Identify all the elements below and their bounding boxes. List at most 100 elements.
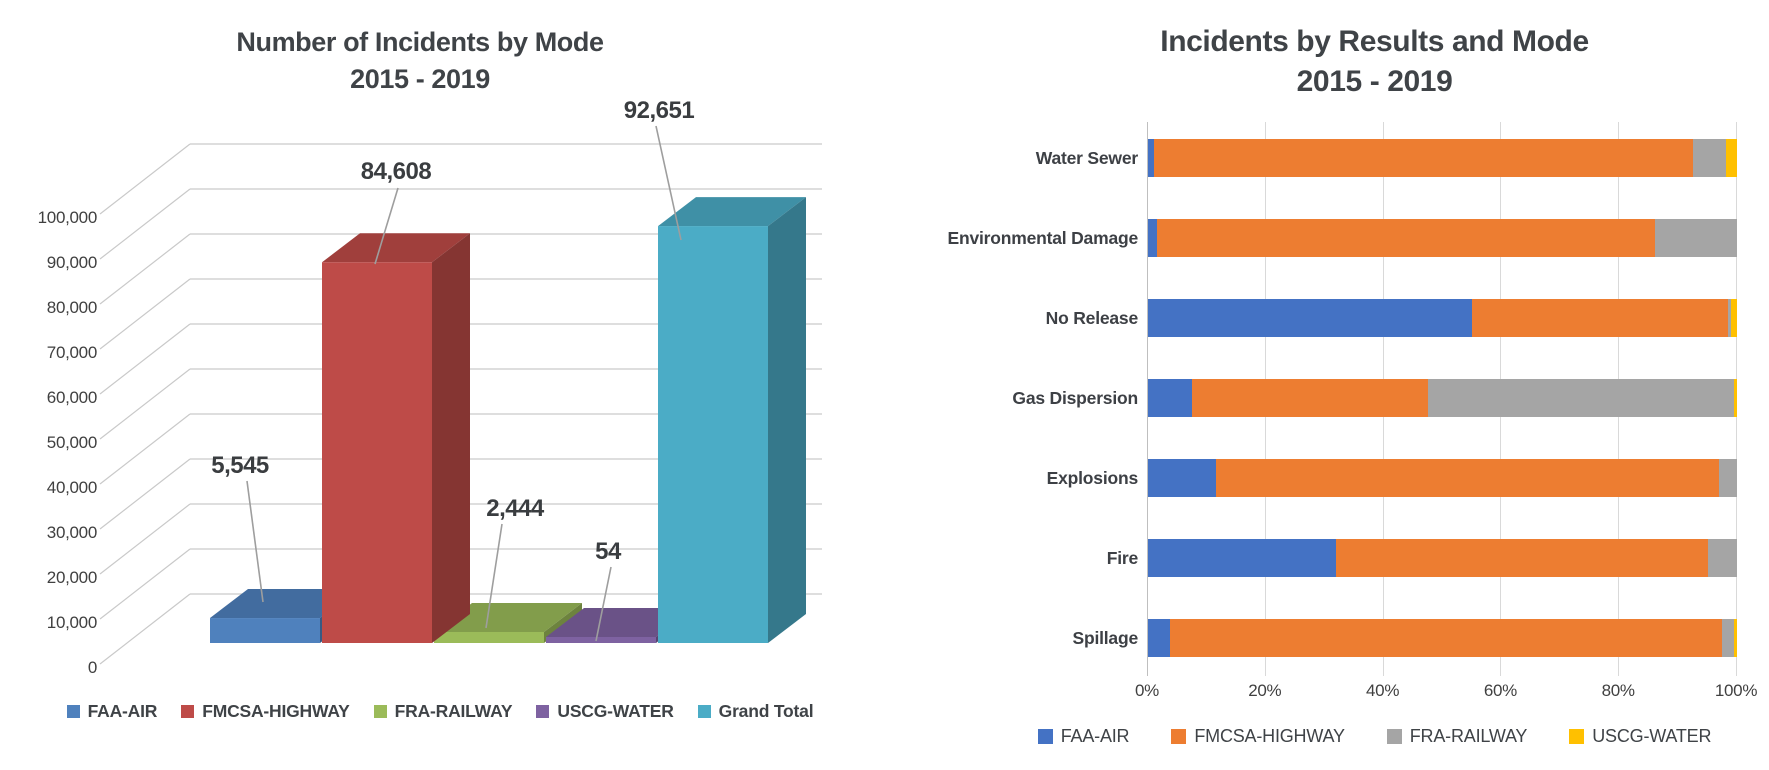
segment-fmcsa-highway	[1471, 299, 1729, 337]
category-label: Spillage	[1072, 628, 1138, 648]
legend-item-uscg-water: USCG-WATER	[536, 701, 674, 722]
legend-item-faa-air: FAA-AIR	[1037, 726, 1130, 747]
segment-fra-railway	[1719, 459, 1737, 497]
segment-fmcsa-highway	[1156, 219, 1655, 257]
bar-side-face	[768, 197, 806, 643]
segment-fmcsa-highway	[1192, 379, 1428, 417]
mode-3d-column-chart: 0 10,000 20,000 30,000 40,000 50,000 60,000 70,…	[38, 97, 822, 677]
bar-top-face	[210, 589, 358, 619]
y-tick-label: 60,000	[47, 388, 97, 407]
bar-row-spillage	[1148, 619, 1737, 657]
category-label: Gas Dispersion	[1012, 388, 1138, 408]
legend-label: FRA-RAILWAY	[1409, 726, 1528, 746]
data-label-leader-line	[374, 187, 399, 265]
segment-fra-railway	[1427, 379, 1735, 417]
legend-item-faa-air: FAA-AIR	[66, 701, 158, 722]
right-chart-title: Incidents by Results and Mode 2015 - 201…	[980, 22, 1769, 102]
bar-side-face	[432, 233, 470, 643]
segment-faa-air	[1148, 539, 1337, 577]
legend-label: USCG-WATER	[557, 701, 674, 721]
x-tick-label: 0%	[1135, 681, 1159, 700]
legend-swatch-faa-air	[1037, 729, 1053, 744]
bar-grand-total	[658, 197, 806, 643]
y-tick-label: 70,000	[47, 343, 97, 362]
data-label: 54	[595, 538, 622, 565]
segment-fra-railway	[1722, 619, 1735, 657]
right-chart-plot-area	[1147, 122, 1737, 676]
bar-front-face	[322, 262, 432, 643]
y-tick-label: 10,000	[47, 613, 97, 632]
segment-uscg-water	[1734, 619, 1737, 657]
data-label-leader-line	[655, 125, 682, 241]
bar-front-face	[434, 632, 544, 643]
gridline-diagonal	[99, 278, 191, 350]
x-tick-label: 40%	[1366, 681, 1400, 700]
left-chart-title-line1: Number of Incidents by Mode	[236, 27, 604, 57]
gridline-diagonal	[99, 593, 191, 665]
category-label: Fire	[1106, 548, 1138, 568]
data-label: 92,651	[624, 97, 695, 124]
gridline-diagonal	[99, 368, 191, 440]
bar-row-explosions	[1148, 459, 1737, 497]
segment-fra-railway	[1728, 299, 1732, 337]
legend-label: FAA-AIR	[1060, 726, 1130, 746]
gridline-diagonal	[99, 323, 191, 395]
segment-faa-air	[1148, 139, 1154, 177]
left-chart-title: Number of Incidents by Mode 2015 - 2019	[0, 24, 840, 98]
legend-item-fmcsa-highway: FMCSA-HIGHWAY	[181, 701, 350, 722]
y-tick-label: 100,000	[38, 208, 97, 227]
segment-faa-air	[1148, 459, 1216, 497]
bar-top-face	[658, 197, 806, 227]
segment-fmcsa-highway	[1215, 459, 1720, 497]
segment-faa-air	[1148, 619, 1170, 657]
y-tick-label: 20,000	[47, 568, 97, 587]
legend-label: FMCSA-HIGHWAY	[202, 701, 350, 721]
legend-swatch-fra-railway	[373, 705, 387, 718]
gridline-diagonal	[99, 233, 191, 305]
bar-row-no-release	[1148, 299, 1737, 337]
data-label: 2,444	[486, 495, 545, 522]
legend-swatch-grand-total	[697, 705, 711, 718]
legend-swatch-fmcsa-highway	[181, 705, 195, 718]
y-tick-label: 30,000	[47, 523, 97, 542]
legend-label: FMCSA-HIGHWAY	[1194, 726, 1345, 746]
legend-label: USCG-WATER	[1592, 726, 1712, 746]
x-tick-label: 100%	[1714, 681, 1758, 700]
bar-row-environmental-damage	[1148, 219, 1737, 257]
bar-front-face	[658, 226, 768, 643]
right-chart-title-line1: Incidents by Results and Mode	[1160, 25, 1589, 58]
segment-fmcsa-highway	[1336, 539, 1708, 577]
left-chart-legend: FAA-AIR FMCSA-HIGHWAY FRA-RAILWAY USCG-WATE…	[0, 701, 880, 722]
data-label-leader-line	[246, 480, 264, 603]
gridline-diagonal	[99, 188, 191, 260]
legend-swatch-fmcsa-highway	[1171, 729, 1187, 744]
legend-swatch-faa-air	[66, 705, 80, 718]
legend-item-fra-railway: FRA-RAILWAY	[1386, 726, 1528, 747]
gridline-diagonal	[99, 143, 191, 215]
segment-fra-railway	[1707, 539, 1737, 577]
bar-top-face	[322, 233, 470, 263]
x-tick-label: 80%	[1601, 681, 1635, 700]
legend-label: FAA-AIR	[87, 701, 158, 721]
legend-swatch-fra-railway	[1386, 729, 1402, 744]
legend-swatch-uscg-water	[1569, 729, 1585, 744]
y-tick-label: 40,000	[47, 478, 97, 497]
category-label: Explosions	[1046, 468, 1139, 488]
gridline-diagonal	[99, 413, 191, 485]
legend-swatch-uscg-water	[536, 705, 550, 718]
gridline-diagonal	[99, 548, 191, 620]
segment-fra-railway	[1654, 219, 1737, 257]
legend-item-uscg-water: USCG-WATER	[1569, 726, 1711, 747]
legend-label: FRA-RAILWAY	[394, 701, 513, 721]
data-label-leader-line	[595, 566, 612, 642]
segment-faa-air	[1148, 219, 1157, 257]
x-tick-label: 20%	[1248, 681, 1282, 700]
bar-row-gas-dispersion	[1148, 379, 1737, 417]
data-label: 84,608	[361, 158, 432, 185]
y-tick-label: 90,000	[47, 253, 97, 272]
legend-label: Grand Total	[718, 701, 814, 721]
segment-faa-air	[1148, 299, 1472, 337]
legend-item-fra-railway: FRA-RAILWAY	[373, 701, 513, 722]
category-label: Water Sewer	[1035, 148, 1138, 168]
